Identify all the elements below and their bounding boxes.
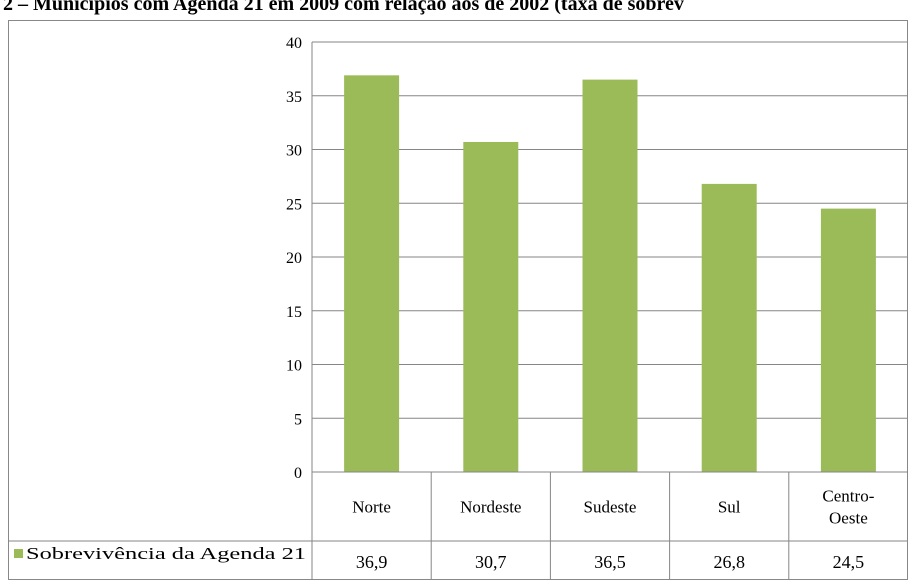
y-tick-label: 30 xyxy=(286,143,302,160)
page-title: o 2 – Municípios com Agenda 21 em 2009 c… xyxy=(0,0,684,15)
bar xyxy=(344,75,400,472)
bar xyxy=(463,141,519,472)
legend-label: Sobrevivência da Agenda 21 xyxy=(26,544,306,563)
x-category-label-line: Nordeste xyxy=(460,498,521,517)
data-value-label: 26,8 xyxy=(713,552,745,572)
y-tick-label: 5 xyxy=(294,411,302,428)
y-tick-label: 0 xyxy=(294,465,302,482)
bars xyxy=(344,75,876,472)
y-tick-label: 20 xyxy=(286,250,302,267)
x-category-label: Nordeste xyxy=(460,498,521,517)
x-category-label-line: Sudeste xyxy=(584,498,637,517)
chart-frame xyxy=(8,20,908,580)
y-axis-tick-labels: 0 5 10 15 20 25 30 35 40 xyxy=(286,35,302,482)
data-value-label: 36,5 xyxy=(594,552,626,572)
data-value-label: 36,9 xyxy=(356,552,388,572)
bar xyxy=(820,208,876,472)
y-tick-label: 10 xyxy=(286,358,302,375)
x-category-label: Sul xyxy=(718,498,741,517)
y-tick-label: 35 xyxy=(286,89,302,106)
bar xyxy=(701,183,757,472)
x-category-label-line: Sul xyxy=(718,498,741,517)
y-tick-label: 15 xyxy=(286,304,302,321)
data-value-label: 24,5 xyxy=(833,552,865,572)
x-category-label-line: Oeste xyxy=(829,509,868,528)
y-tick-label: 25 xyxy=(286,196,302,213)
y-tick-label: 40 xyxy=(286,35,302,52)
legend-swatch xyxy=(14,549,23,558)
x-category-label-line: Norte xyxy=(352,498,391,517)
data-table: Norte Nordeste Sudeste Sul Centro- Oeste Sobre… xyxy=(8,471,908,580)
x-category-label: Norte xyxy=(352,498,391,517)
bar xyxy=(582,79,638,472)
x-category-label: Sudeste xyxy=(584,498,637,517)
data-value-label: 30,7 xyxy=(475,552,507,572)
x-category-label: Centro- Oeste xyxy=(822,487,874,528)
x-category-label-line: Centro- xyxy=(822,487,874,506)
